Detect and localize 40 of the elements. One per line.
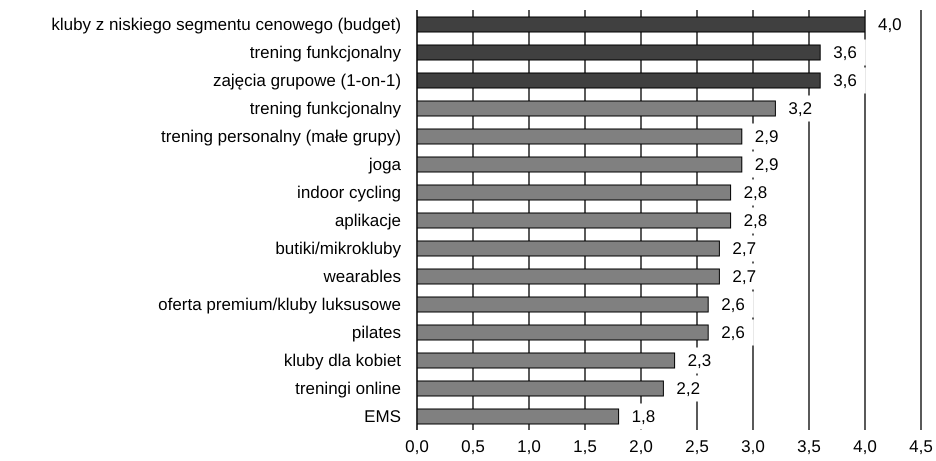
data-label: 2,7 (732, 267, 756, 286)
x-tick-label: 4,0 (853, 437, 877, 456)
y-tick-label: EMS (364, 407, 401, 426)
data-label: 1,8 (632, 407, 656, 426)
y-tick-label: butiki/mikrokluby (275, 239, 402, 258)
y-tick-label: zajęcia grupowe (1-on-1) (212, 71, 401, 90)
y-tick-label: trening funkcjonalny (250, 43, 402, 62)
y-tick-label: trening personalny (małe grupy) (160, 127, 401, 146)
data-label: 3,2 (788, 99, 812, 118)
data-label: 2,8 (744, 183, 768, 202)
data-label: 2,2 (676, 379, 700, 398)
data-label: 2,7 (732, 239, 756, 258)
x-tick-label: 4,5 (909, 437, 933, 456)
data-label: 2,6 (721, 295, 745, 314)
data-label: 2,8 (744, 211, 768, 230)
data-label: 2,6 (721, 323, 745, 342)
y-tick-label: treningi online (295, 379, 401, 398)
y-tick-label: kluby z niskiego segmentu cenowego (budget) (51, 15, 401, 34)
x-tick-label: 1,0 (517, 437, 541, 456)
y-tick-label: trening funkcjonalny (250, 99, 402, 118)
data-label: 3,6 (833, 71, 857, 90)
data-label: 2,3 (688, 351, 712, 370)
y-tick-label: joga (368, 155, 402, 174)
y-tick-label: pilates (352, 323, 401, 342)
y-tick-label: oferta premium/kluby luksusowe (158, 295, 401, 314)
data-label: 3,6 (833, 43, 857, 62)
x-tick-label: 2,0 (629, 437, 653, 456)
data-label: 4,0 (878, 15, 902, 34)
y-tick-label: indoor cycling (297, 183, 401, 202)
data-label: 2,9 (754, 127, 778, 146)
data-label: 2,9 (754, 155, 778, 174)
x-tick-label: 0,5 (461, 437, 485, 456)
y-tick-label: aplikacje (334, 211, 401, 230)
x-tick-label: 1,5 (573, 437, 597, 456)
x-tick-label: 3,5 (797, 437, 821, 456)
x-tick-label: 0,0 (405, 437, 429, 456)
x-tick-label: 3,0 (741, 437, 765, 456)
y-tick-label: wearables (322, 267, 401, 286)
x-tick-label: 2,5 (685, 437, 709, 456)
y-tick-label: kluby dla kobiet (284, 351, 402, 370)
